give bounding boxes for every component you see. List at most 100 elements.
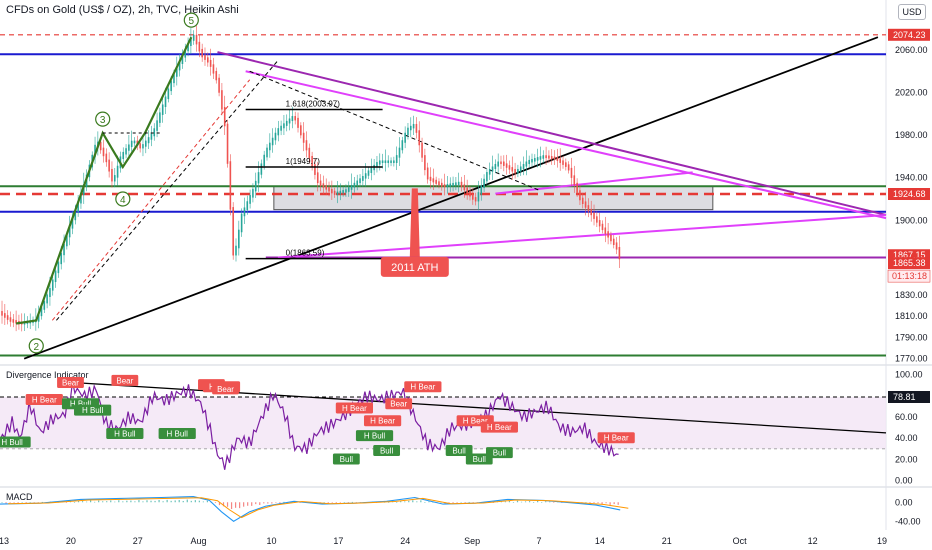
macd-histogram-bar xyxy=(396,502,398,503)
wave-label-2: 2 xyxy=(33,342,39,353)
divergence-signal: Bear xyxy=(116,376,133,385)
candle-body xyxy=(139,143,141,149)
candle-body xyxy=(333,190,336,195)
divergence-signal-box xyxy=(332,453,360,465)
price-label: 1924.68 xyxy=(893,189,926,199)
candle-body xyxy=(615,242,618,250)
time-axis-tick: 12 xyxy=(808,536,818,546)
candle-body xyxy=(291,116,294,122)
macd-histogram-bar xyxy=(388,502,390,503)
candle-body xyxy=(350,185,353,190)
divergence-signal: Bull xyxy=(493,449,507,458)
macd-histogram-bar xyxy=(29,502,31,503)
macd-histogram-bar xyxy=(440,502,442,503)
wave-label-circle-4 xyxy=(115,191,131,207)
macd-histogram-bar xyxy=(186,499,188,503)
candle-body xyxy=(539,156,542,160)
fib-label-0: 1.618(2003.97) xyxy=(286,100,341,109)
macd-histogram-bar xyxy=(114,501,116,503)
candle-body xyxy=(308,147,311,159)
macd-histogram-bar xyxy=(118,500,120,503)
ath-arrow xyxy=(409,188,420,257)
candle-body xyxy=(336,191,339,195)
candle-body xyxy=(150,133,153,140)
divergence-signal-box xyxy=(106,427,144,439)
upper-trendline-magenta xyxy=(245,70,887,220)
candle-body xyxy=(156,120,158,131)
candle-body xyxy=(212,64,215,74)
divergence-signal-box xyxy=(480,421,518,433)
candle-body xyxy=(328,187,330,192)
divergence-signal-box xyxy=(445,444,473,456)
macd-histogram-bar xyxy=(37,502,39,503)
macd-histogram-bar xyxy=(154,500,156,503)
candle-body xyxy=(370,167,373,173)
macd-histogram-bar xyxy=(545,501,547,503)
macd-histogram-bar xyxy=(549,501,551,503)
macd-histogram-bar xyxy=(146,500,148,503)
macd-signal-line xyxy=(8,497,629,519)
macd-histogram-bar xyxy=(456,502,458,503)
candle-body xyxy=(474,197,477,202)
candle-body xyxy=(508,165,511,170)
macd-histogram-bar xyxy=(243,502,245,507)
divergence-signal-box xyxy=(111,374,139,386)
macd-histogram-bar xyxy=(1,502,3,503)
elliott-wave-path xyxy=(15,36,193,325)
macd-histogram-bar xyxy=(77,501,80,503)
macd-histogram-bar xyxy=(94,501,96,503)
oscillator-axis-tick: 100.00 xyxy=(895,369,923,379)
macd-histogram-bar xyxy=(504,501,507,503)
divergence-signal-box xyxy=(0,436,31,448)
candle-body xyxy=(94,144,96,158)
macd-histogram-bar xyxy=(214,502,217,504)
wave-label-circle-2 xyxy=(28,338,44,354)
price-label: 1865.38 xyxy=(893,258,926,268)
candle-body xyxy=(128,144,130,151)
divergence-signal: Bull xyxy=(452,446,466,455)
divergence-signal-box xyxy=(363,415,402,427)
macd-histogram-bar xyxy=(85,501,88,503)
macd-histogram-bar xyxy=(226,502,229,507)
macd-histogram-bar xyxy=(206,500,209,503)
candle-body xyxy=(207,57,209,63)
macd-histogram-bar xyxy=(158,500,160,503)
price-label-box xyxy=(888,188,930,201)
macd-histogram-bar xyxy=(230,502,233,510)
candle-body xyxy=(353,182,356,188)
currency-button[interactable]: USD xyxy=(898,4,926,20)
macd-histogram-bar xyxy=(194,500,196,503)
candle-body xyxy=(536,157,539,161)
macd-histogram-bar xyxy=(9,502,11,503)
candle-body xyxy=(596,216,598,223)
divergence-signal: H Bear xyxy=(410,383,435,392)
divergence-signal-box xyxy=(212,383,239,395)
candle-body xyxy=(395,155,398,164)
candle-body xyxy=(74,209,77,221)
macd-histogram-bar xyxy=(198,500,200,503)
macd-histogram-bar xyxy=(90,500,92,503)
macd-histogram-bar xyxy=(428,501,430,503)
candle-body xyxy=(477,192,480,202)
candle-body xyxy=(503,161,505,166)
candle-body xyxy=(15,320,17,324)
candle-body xyxy=(108,159,110,172)
macd-histogram-bar xyxy=(170,500,172,503)
candle-body xyxy=(342,190,344,194)
candle-body xyxy=(133,140,136,144)
candle-body xyxy=(269,142,271,151)
macd-histogram-bar xyxy=(561,502,563,503)
divergence-signal: H Bull xyxy=(114,429,136,438)
candle-body xyxy=(584,201,587,208)
candle-body xyxy=(252,188,254,198)
macd-histogram-bar xyxy=(335,502,337,504)
candle-body xyxy=(238,229,240,249)
macd-histogram-bar xyxy=(182,500,184,503)
candle-body xyxy=(483,178,485,189)
macd-histogram-bar xyxy=(512,502,515,503)
inner-trendline-magenta xyxy=(495,171,693,195)
candle-body xyxy=(590,208,593,216)
oscillator-axis-tick: 40.00 xyxy=(895,433,918,443)
time-axis-tick: Sep xyxy=(464,536,480,546)
